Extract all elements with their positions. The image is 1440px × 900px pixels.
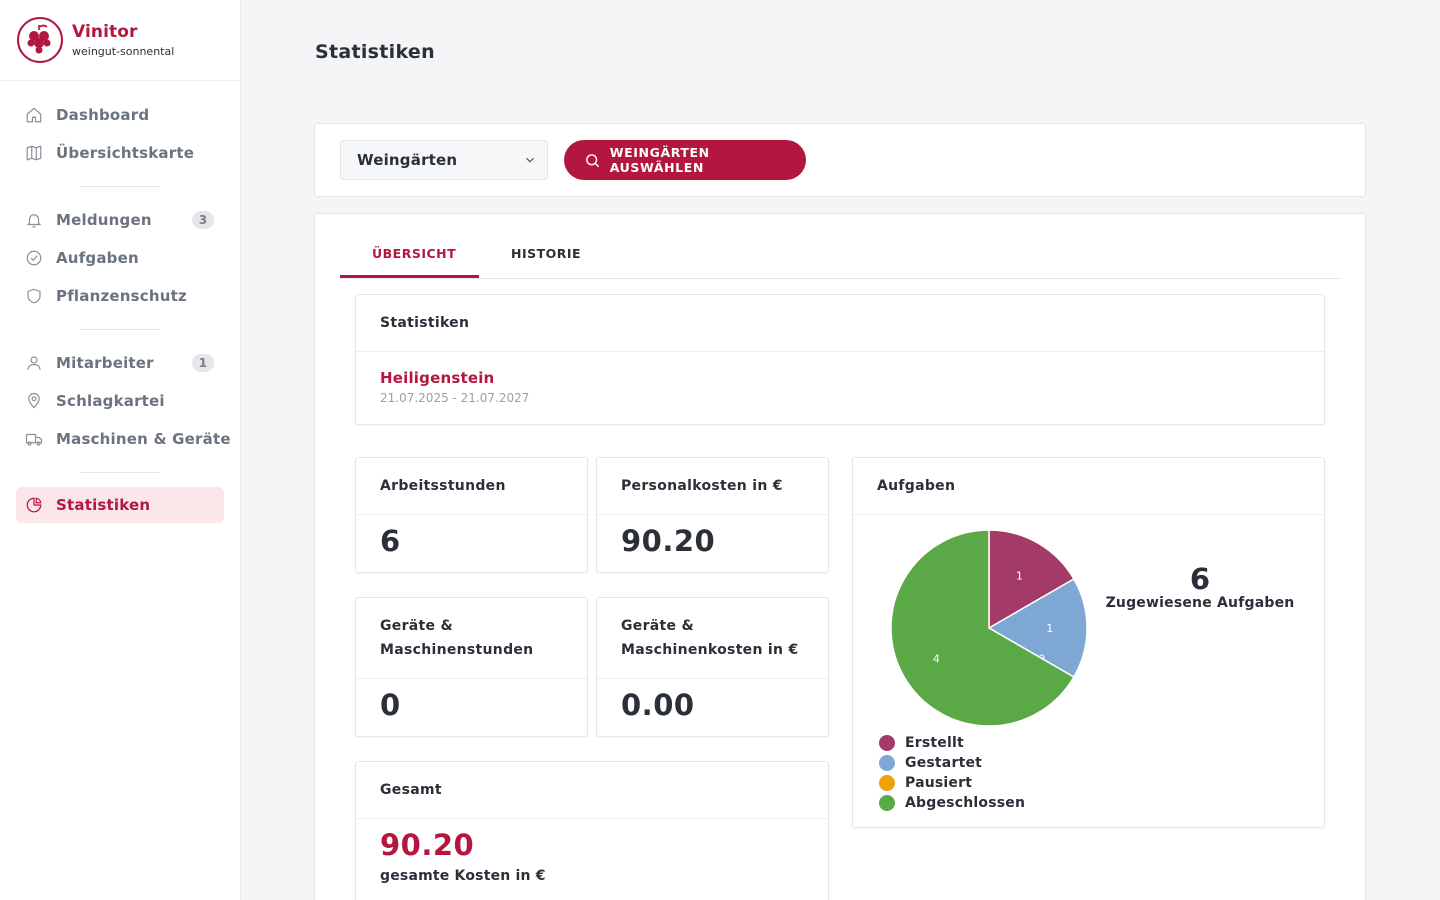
grape-logo-icon bbox=[17, 17, 63, 63]
panel-title: Arbeitsstunden bbox=[356, 458, 587, 515]
sidebar-nav: Dashboard Übersichtskarte Meldungen 3 Au… bbox=[0, 81, 240, 523]
panel-title: Personalkosten in € bbox=[597, 458, 828, 515]
total-costs-caption: gesamte Kosten in € bbox=[380, 868, 546, 884]
search-icon bbox=[586, 153, 600, 167]
bell-icon bbox=[24, 210, 44, 230]
vineyard-statistics-panel: Statistiken Heiligenstein 21.07.2025 - 2… bbox=[355, 294, 1325, 425]
panel-title: Aufgaben bbox=[853, 458, 1324, 515]
tab-overview[interactable]: ÜBERSICHT bbox=[372, 246, 457, 261]
legend-item-abgeschlossen[interactable]: Abgeschlossen bbox=[879, 793, 1025, 813]
sidebar-item-label: Maschinen & Geräte bbox=[56, 430, 231, 448]
brand-subtitle: weingut-sonnental bbox=[72, 45, 175, 58]
select-vineyards-button[interactable]: WEINGÄRTEN AUSWÄHLEN bbox=[564, 140, 806, 180]
personnel-costs-panel: Personalkosten in € 90.20 bbox=[596, 457, 829, 573]
button-label: WEINGÄRTEN AUSWÄHLEN bbox=[609, 145, 710, 175]
vineyard-link[interactable]: Heiligenstein bbox=[380, 369, 495, 387]
total-costs-panel: Gesamt 90.20 gesamte Kosten in € bbox=[355, 761, 829, 900]
legend-label: Pausiert bbox=[905, 775, 973, 791]
sidebar-item-label: Meldungen bbox=[56, 211, 152, 229]
pie-data-label: 1 bbox=[1046, 622, 1053, 635]
pie-slice-erstellt[interactable] bbox=[988, 529, 1075, 630]
select-value: Weingärten bbox=[357, 151, 458, 169]
user-icon bbox=[24, 353, 44, 373]
legend-swatch bbox=[879, 795, 895, 811]
brand-name: Vinitor bbox=[72, 22, 138, 42]
sidebar-item-machines[interactable]: Maschinen & Geräte bbox=[0, 420, 240, 458]
panel-title: Geräte & Maschinenkosten in € bbox=[597, 598, 828, 679]
sidebar-item-overview-map[interactable]: Übersichtskarte bbox=[0, 134, 240, 172]
pie-chart-icon bbox=[24, 495, 44, 515]
check-circle-icon bbox=[24, 248, 44, 268]
vineyard-type-select[interactable]: Weingärten bbox=[340, 140, 548, 180]
pie-data-label: 4 bbox=[933, 652, 940, 665]
work-hours-panel: Arbeitsstunden 6 bbox=[355, 457, 588, 573]
machine-hours-panel: Geräte & Maschinenstunden 0 bbox=[355, 597, 588, 737]
pie-slice-abgeschlossen[interactable] bbox=[890, 529, 1075, 727]
machine-costs-panel: Geräte & Maschinenkosten in € 0.00 bbox=[596, 597, 829, 737]
truck-icon bbox=[24, 429, 44, 449]
sidebar-item-label: Aufgaben bbox=[56, 249, 139, 267]
tasks-panel: Aufgaben 1104 ErstelltGestartetPausiertA… bbox=[852, 457, 1325, 828]
sidebar-item-label: Dashboard bbox=[56, 106, 150, 124]
sidebar-item-employees[interactable]: Mitarbeiter 1 bbox=[0, 344, 240, 382]
assigned-tasks-label: Zugewiesene Aufgaben bbox=[1105, 595, 1295, 611]
active-tab-indicator bbox=[340, 275, 479, 278]
map-pin-icon bbox=[24, 391, 44, 411]
personnel-costs-value: 90.20 bbox=[621, 524, 716, 558]
nav-divider bbox=[80, 472, 160, 473]
sidebar-item-label: Schlagkartei bbox=[56, 392, 165, 410]
brand[interactable]: Vinitor weingut-sonnental bbox=[0, 0, 240, 81]
map-icon bbox=[24, 143, 44, 163]
sidebar-item-notifications[interactable]: Meldungen 3 bbox=[0, 201, 240, 239]
sidebar: Vinitor weingut-sonnental Dashboard Über… bbox=[0, 0, 241, 900]
nav-divider bbox=[80, 329, 160, 330]
sidebar-item-dashboard[interactable]: Dashboard bbox=[0, 96, 240, 134]
home-icon bbox=[24, 105, 44, 125]
legend-item-pausiert[interactable]: Pausiert bbox=[879, 773, 1025, 793]
machine-hours-value: 0 bbox=[380, 688, 401, 722]
notification-count-badge: 3 bbox=[192, 211, 214, 229]
legend-swatch bbox=[879, 775, 895, 791]
sidebar-item-field-register[interactable]: Schlagkartei bbox=[0, 382, 240, 420]
assigned-tasks-count: 6 bbox=[1189, 562, 1211, 596]
total-costs-value: 90.20 bbox=[380, 828, 475, 862]
panel-title: Statistiken bbox=[356, 295, 1324, 352]
statistics-card: ÜBERSICHT HISTORIE Statistiken Heiligens… bbox=[314, 213, 1366, 900]
panel-title: Geräte & Maschinenstunden bbox=[356, 598, 587, 679]
legend-swatch bbox=[879, 735, 895, 751]
pie-data-label: 1 bbox=[1016, 569, 1023, 582]
sidebar-item-label: Übersichtskarte bbox=[56, 144, 195, 162]
tasks-pie-chart: 1104 bbox=[890, 529, 1088, 727]
chart-legend: Erstellt Gestartet Pausiert Abgeschlossen bbox=[879, 733, 1025, 813]
legend-item-erstellt[interactable]: Erstellt bbox=[879, 733, 1025, 753]
machine-costs-value: 0.00 bbox=[621, 688, 695, 722]
tab-history[interactable]: HISTORIE bbox=[511, 246, 582, 261]
tab-bar: ÜBERSICHT HISTORIE bbox=[340, 214, 1342, 279]
sidebar-item-plant-protection[interactable]: Pflanzenschutz bbox=[0, 277, 240, 315]
legend-label: Erstellt bbox=[905, 735, 964, 751]
shield-icon bbox=[24, 286, 44, 306]
sidebar-item-tasks[interactable]: Aufgaben bbox=[0, 239, 240, 277]
legend-item-gestartet[interactable]: Gestartet bbox=[879, 753, 1025, 773]
legend-swatch bbox=[879, 755, 895, 771]
sidebar-item-label: Mitarbeiter bbox=[56, 354, 154, 372]
employee-count-badge: 1 bbox=[192, 354, 214, 372]
page-title: Statistiken bbox=[315, 41, 435, 63]
legend-label: Gestartet bbox=[905, 755, 983, 771]
vineyard-date-range: 21.07.2025 - 21.07.2027 bbox=[380, 391, 530, 405]
work-hours-value: 6 bbox=[380, 524, 401, 558]
sidebar-item-statistics[interactable]: Statistiken bbox=[16, 487, 224, 523]
chevron-down-icon bbox=[526, 157, 534, 163]
panel-title: Gesamt bbox=[356, 762, 828, 819]
sidebar-item-label: Pflanzenschutz bbox=[56, 287, 187, 305]
nav-divider bbox=[80, 186, 160, 187]
sidebar-item-label: Statistiken bbox=[56, 496, 151, 514]
filter-card: Weingärten WEINGÄRTEN AUSWÄHLEN bbox=[314, 123, 1366, 197]
pie-slice-gestartet[interactable] bbox=[987, 577, 1088, 679]
legend-label: Abgeschlossen bbox=[905, 795, 1026, 811]
